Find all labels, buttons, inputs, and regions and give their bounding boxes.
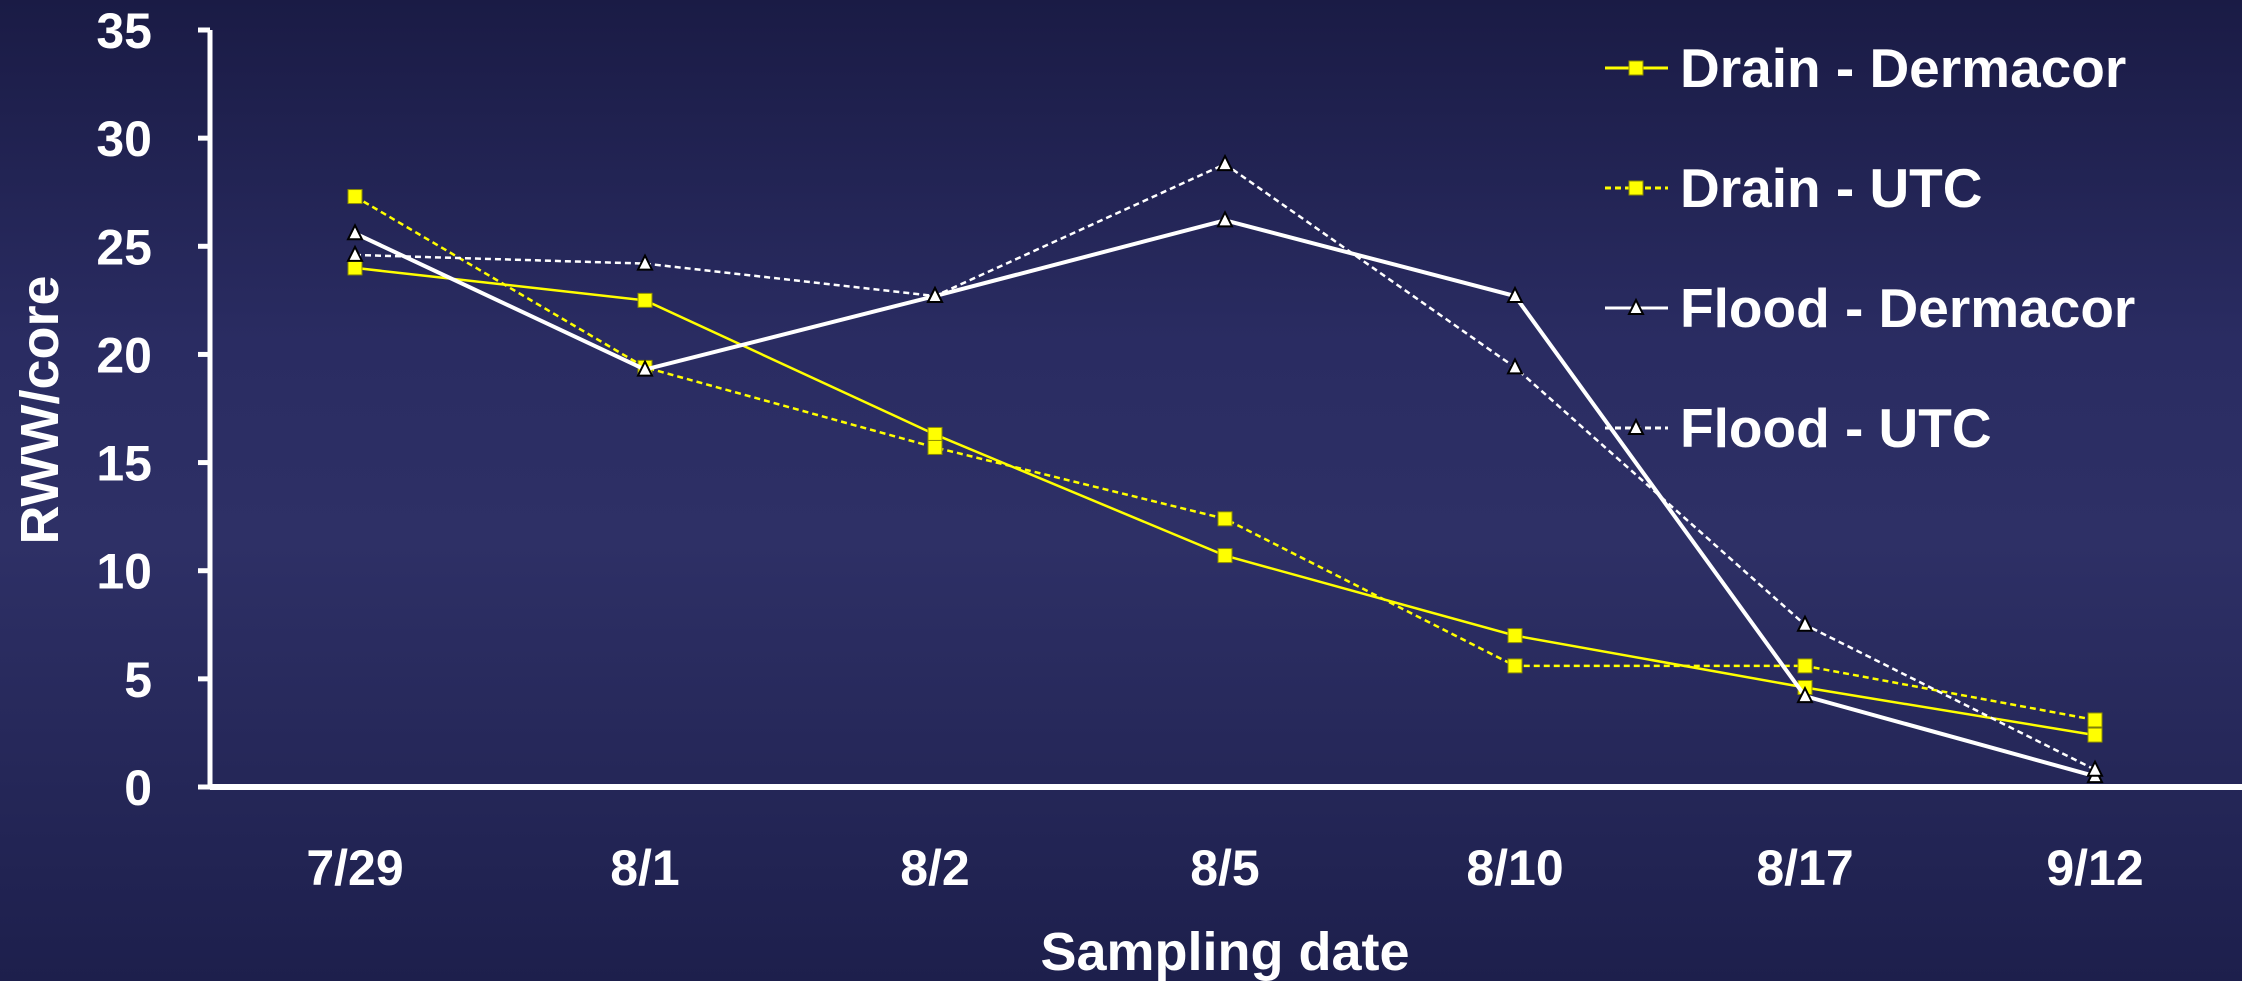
legend-item: Flood - Dermacor <box>1605 277 2135 339</box>
y-tick-label: 5 <box>124 652 152 708</box>
legend-item: Drain - Dermacor <box>1605 37 2126 99</box>
data-point <box>1797 658 1813 674</box>
series-line <box>354 162 2096 771</box>
data-point <box>1216 153 1234 172</box>
data-point <box>1507 658 1523 674</box>
data-point <box>1506 285 1524 304</box>
y-tick-label: 25 <box>96 219 152 275</box>
x-axis-title: Sampling date <box>1040 922 1409 981</box>
legend-marker <box>1628 60 1644 76</box>
data-point <box>636 359 654 377</box>
legend-label: Drain - Dermacor <box>1680 37 2126 99</box>
legend-label: Flood - Dermacor <box>1680 277 2135 339</box>
data-point <box>1216 210 1234 228</box>
legend: Drain - Dermacor Drain - UTC Flood - Derma… <box>1605 37 2135 459</box>
y-tick-label: 10 <box>96 544 152 600</box>
series-2 <box>347 189 2103 728</box>
data-point <box>1217 548 1233 564</box>
data-point <box>2086 759 2104 777</box>
y-tick-label: 15 <box>96 436 152 492</box>
axes: 0 5 10 15 20 25 30 35 7/29 8/1 8/2 8/5 8/10 8/17 9/12 <box>96 3 2242 896</box>
legend-item: Flood - UTC <box>1605 397 1992 459</box>
data-point <box>1506 357 1524 375</box>
data-point <box>2087 727 2103 743</box>
data-point <box>637 292 653 308</box>
data-point <box>927 439 943 455</box>
legend-marker <box>1627 417 1645 435</box>
data-point <box>926 285 944 304</box>
data-point <box>1796 685 1814 704</box>
legend-label: Drain - UTC <box>1680 157 1983 219</box>
data-point <box>1507 628 1523 644</box>
x-tick-label: 9/12 <box>2046 840 2143 896</box>
y-axis-title: RWW/core <box>10 275 70 544</box>
data-point <box>346 244 364 262</box>
y-tick-label: 20 <box>96 327 152 383</box>
data-point <box>1796 614 1814 632</box>
data-point <box>1217 511 1233 527</box>
series-4 <box>346 153 2104 777</box>
data-point <box>636 253 654 271</box>
legend-marker <box>1627 297 1645 315</box>
x-tick-label: 7/29 <box>306 840 403 896</box>
y-tick-label: 35 <box>96 3 152 59</box>
y-tick-label: 30 <box>96 111 152 167</box>
series-group <box>346 153 2104 784</box>
x-tick-label: 8/1 <box>610 840 680 896</box>
x-tick-label: 8/10 <box>1466 840 1563 896</box>
data-point <box>346 223 364 241</box>
legend-marker <box>1628 180 1644 196</box>
legend-label: Flood - UTC <box>1680 397 1992 459</box>
data-point <box>2087 712 2103 728</box>
data-point <box>927 426 943 442</box>
data-point <box>347 260 363 276</box>
data-point <box>347 189 363 205</box>
x-tick-label: 8/5 <box>1190 840 1260 896</box>
x-tick-label: 8/17 <box>1756 840 1853 896</box>
legend-item: Drain - UTC <box>1605 157 1983 219</box>
y-tick-label: 0 <box>124 760 152 816</box>
x-tick-label: 8/2 <box>900 840 970 896</box>
